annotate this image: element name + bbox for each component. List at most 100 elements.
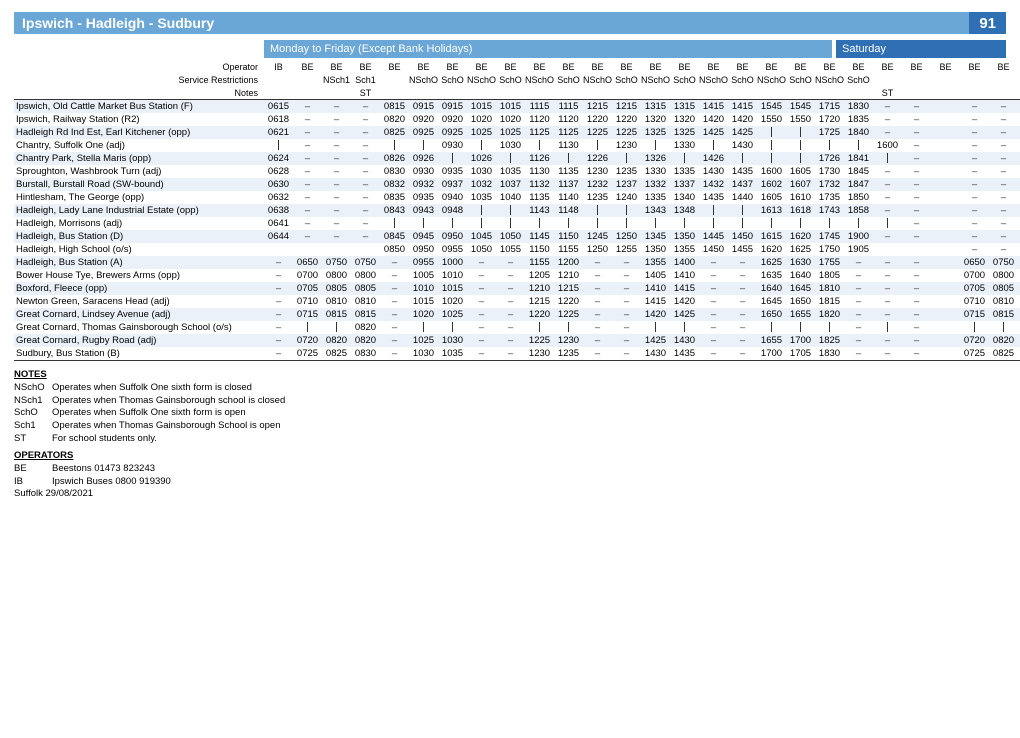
time-cell	[931, 347, 960, 361]
stop-name: Hadleigh Rd Ind Est, Earl Kitchener (opp…	[14, 126, 264, 139]
stop-name: Ipswich, Railway Station (R2)	[14, 113, 264, 126]
col-note	[612, 86, 641, 100]
time-cell	[757, 126, 786, 139]
time-cell: 0920	[438, 113, 467, 126]
time-cell	[554, 321, 583, 334]
time-cell: –	[496, 334, 525, 347]
time-cell: –	[264, 295, 293, 308]
col-restriction: NSchO	[467, 73, 496, 86]
col-restriction: SchO	[844, 73, 873, 86]
time-cell: 0948	[438, 204, 467, 217]
time-cell: 1815	[815, 295, 844, 308]
time-cell	[409, 139, 438, 152]
time-cell	[844, 139, 873, 152]
time-cell: 0820	[989, 334, 1018, 347]
time-cell: –	[467, 269, 496, 282]
time-cell: 1550	[757, 113, 786, 126]
time-cell: 0810	[351, 295, 380, 308]
time-cell: 1020	[496, 113, 525, 126]
note-code: SchO	[14, 407, 52, 420]
time-cell	[264, 139, 293, 152]
col-operator: BE	[583, 60, 612, 73]
col-operator: BE	[757, 60, 786, 73]
time-cell: –	[960, 230, 989, 243]
time-cell: 1415	[670, 282, 699, 295]
time-cell: 1415	[728, 100, 757, 114]
time-cell	[815, 321, 844, 334]
time-cell: 0832	[380, 178, 409, 191]
route-name: Ipswich - Hadleigh - Sudbury	[14, 15, 969, 31]
time-cell: 0632	[264, 191, 293, 204]
time-cell: 1835	[844, 113, 873, 126]
time-cell: –	[322, 230, 351, 243]
time-cell: 0720	[960, 334, 989, 347]
time-cell: –	[322, 113, 351, 126]
note-text: Operates when Thomas Gainsborough School…	[52, 420, 281, 433]
col-operator: BE	[380, 60, 409, 73]
time-cell: –	[612, 256, 641, 269]
time-cell: –	[380, 282, 409, 295]
time-cell: 0715	[960, 308, 989, 321]
time-cell: 0630	[264, 178, 293, 191]
time-cell: –	[989, 230, 1018, 243]
op-code: BE	[14, 463, 52, 476]
time-cell: 1430	[699, 165, 728, 178]
time-cell: 1720	[815, 113, 844, 126]
time-cell	[873, 243, 902, 256]
time-cell: –	[322, 191, 351, 204]
time-cell: 1345	[641, 230, 670, 243]
time-cell: 1035	[467, 191, 496, 204]
time-cell: 1348	[670, 204, 699, 217]
time-cell: –	[902, 256, 931, 269]
time-cell: –	[873, 126, 902, 139]
time-cell: 1705	[786, 347, 815, 361]
time-cell: 1126	[525, 152, 554, 165]
time-cell: 1205	[525, 269, 554, 282]
table-row: Great Cornard, Lindsey Avenue (adj)–0715…	[14, 308, 1020, 321]
time-cell: 1315	[670, 100, 699, 114]
time-cell: –	[351, 230, 380, 243]
time-cell: 1220	[612, 113, 641, 126]
time-cell: 1440	[728, 191, 757, 204]
time-cell	[815, 217, 844, 230]
stop-name: Chantry Park, Stella Maris (opp)	[14, 152, 264, 165]
time-cell: 1635	[757, 269, 786, 282]
time-cell: 0820	[351, 334, 380, 347]
time-cell	[757, 321, 786, 334]
note-code: NSchO	[14, 382, 52, 395]
col-restriction: NSchO	[757, 73, 786, 86]
time-cell	[525, 139, 554, 152]
time-cell: –	[612, 308, 641, 321]
time-cell	[496, 152, 525, 165]
col-restriction: SchO	[786, 73, 815, 86]
time-cell: –	[351, 126, 380, 139]
col-note: ST	[873, 86, 902, 100]
time-cell	[641, 139, 670, 152]
time-cell: 1830	[844, 100, 873, 114]
time-cell: 0925	[409, 126, 438, 139]
time-cell	[931, 269, 960, 282]
time-cell: 0955	[438, 243, 467, 256]
time-cell: –	[699, 256, 728, 269]
time-cell: 1850	[844, 191, 873, 204]
time-cell: 1732	[815, 178, 844, 191]
time-cell	[583, 139, 612, 152]
time-cell	[931, 308, 960, 321]
col-restriction: SchO	[670, 73, 699, 86]
time-cell: 1700	[757, 347, 786, 361]
time-cell: 1235	[612, 165, 641, 178]
time-cell: –	[380, 321, 409, 334]
time-cell: 0715	[293, 308, 322, 321]
time-cell: –	[873, 178, 902, 191]
time-cell: 1430	[670, 334, 699, 347]
time-cell: 1215	[612, 100, 641, 114]
time-cell: 1340	[670, 191, 699, 204]
table-row: Burstall, Burstall Road (SW-bound)0630––…	[14, 178, 1020, 191]
time-cell: 1613	[757, 204, 786, 217]
time-cell: –	[728, 321, 757, 334]
time-cell: –	[960, 204, 989, 217]
time-cell: 0800	[322, 269, 351, 282]
time-cell: –	[873, 295, 902, 308]
time-cell: 1150	[554, 230, 583, 243]
stop-name: Hadleigh, Morrisons (adj)	[14, 217, 264, 230]
